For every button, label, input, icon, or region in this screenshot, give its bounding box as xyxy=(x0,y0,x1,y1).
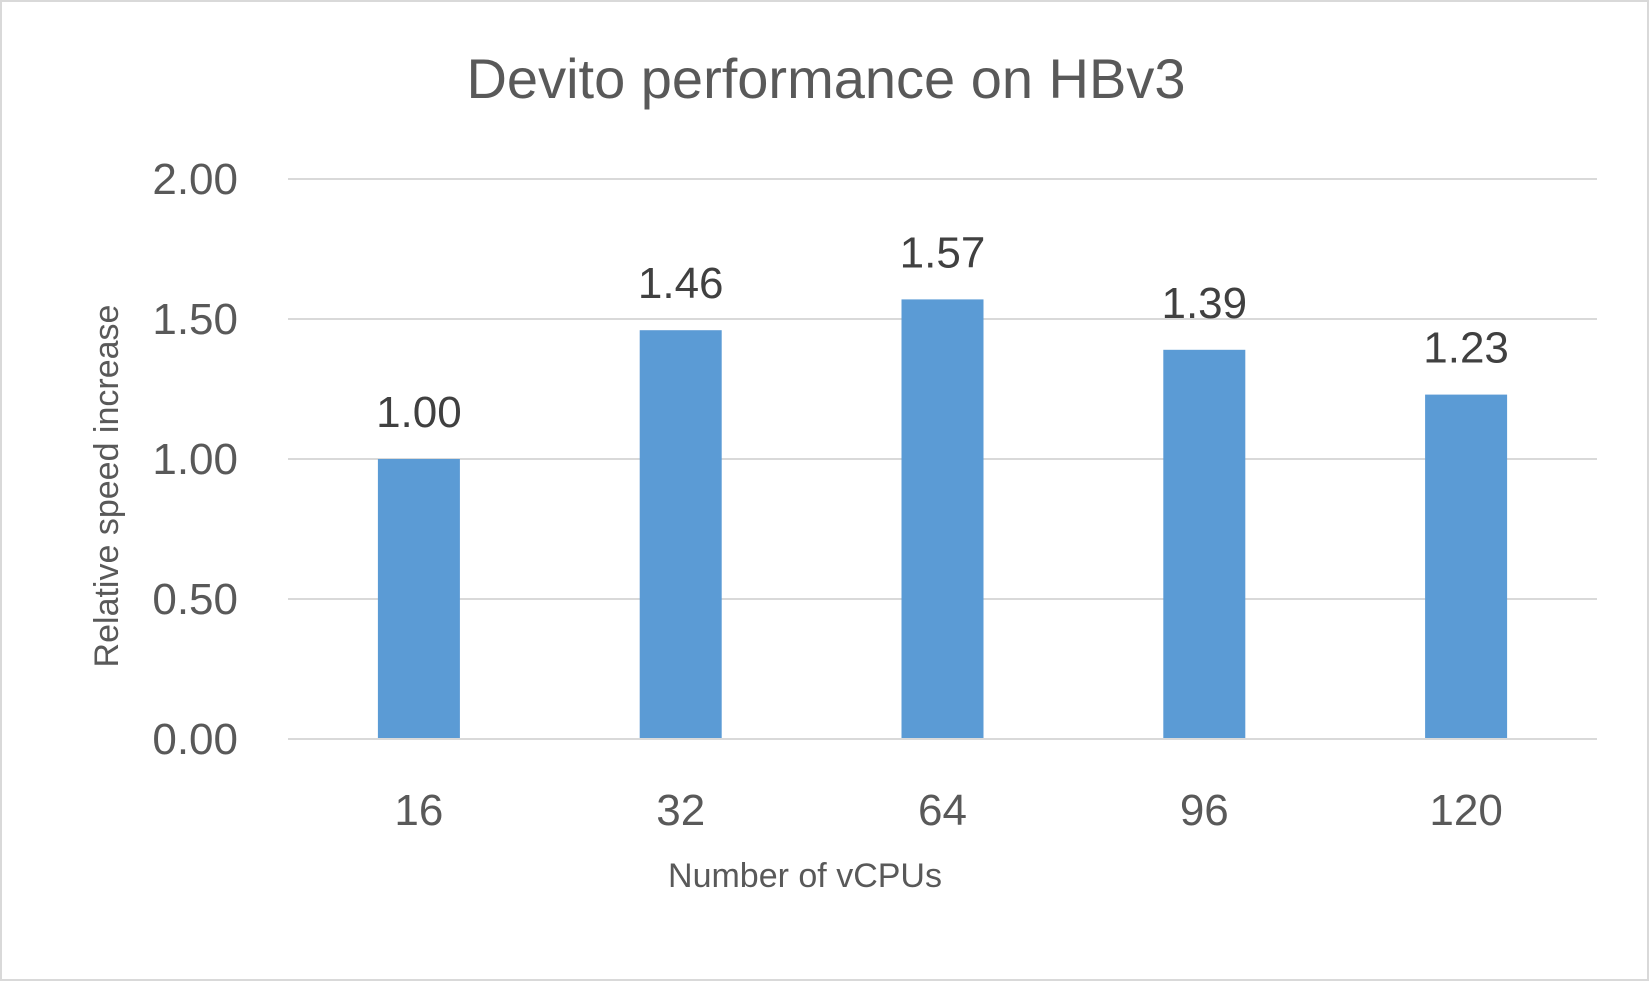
data-label: 1.00 xyxy=(376,388,462,437)
data-labels: 1.00 1.46 1.57 1.39 1.23 xyxy=(376,228,1509,437)
bar xyxy=(639,330,722,739)
x-tick-label: 96 xyxy=(1180,786,1229,835)
x-axis-title: Number of vCPUs xyxy=(668,857,942,895)
x-axis-ticks: 16 32 64 96 120 xyxy=(394,786,1502,835)
bar xyxy=(901,299,984,739)
bar xyxy=(1425,394,1508,739)
y-tick-label: 0.50 xyxy=(152,575,238,624)
x-tick-label: 64 xyxy=(918,786,967,835)
x-tick-label: 32 xyxy=(656,786,705,835)
x-tick-label: 120 xyxy=(1429,786,1502,835)
bars xyxy=(288,299,1597,740)
y-tick-label: 2.00 xyxy=(152,155,238,204)
bar xyxy=(377,459,460,739)
y-axis-title: Relative speed increase xyxy=(88,305,126,668)
chart-title: Devito performance on HBv3 xyxy=(466,47,1185,110)
data-label: 1.39 xyxy=(1161,279,1247,328)
bar xyxy=(1163,349,1246,739)
x-tick-label: 16 xyxy=(394,786,443,835)
data-label: 1.57 xyxy=(900,228,986,277)
y-tick-label: 0.00 xyxy=(152,715,238,764)
data-label: 1.23 xyxy=(1423,324,1509,373)
y-axis-ticks: 0.00 0.50 1.00 1.50 2.00 xyxy=(152,155,238,764)
y-tick-label: 1.00 xyxy=(152,435,238,484)
data-label: 1.46 xyxy=(638,259,724,308)
y-tick-label: 1.50 xyxy=(152,295,238,344)
